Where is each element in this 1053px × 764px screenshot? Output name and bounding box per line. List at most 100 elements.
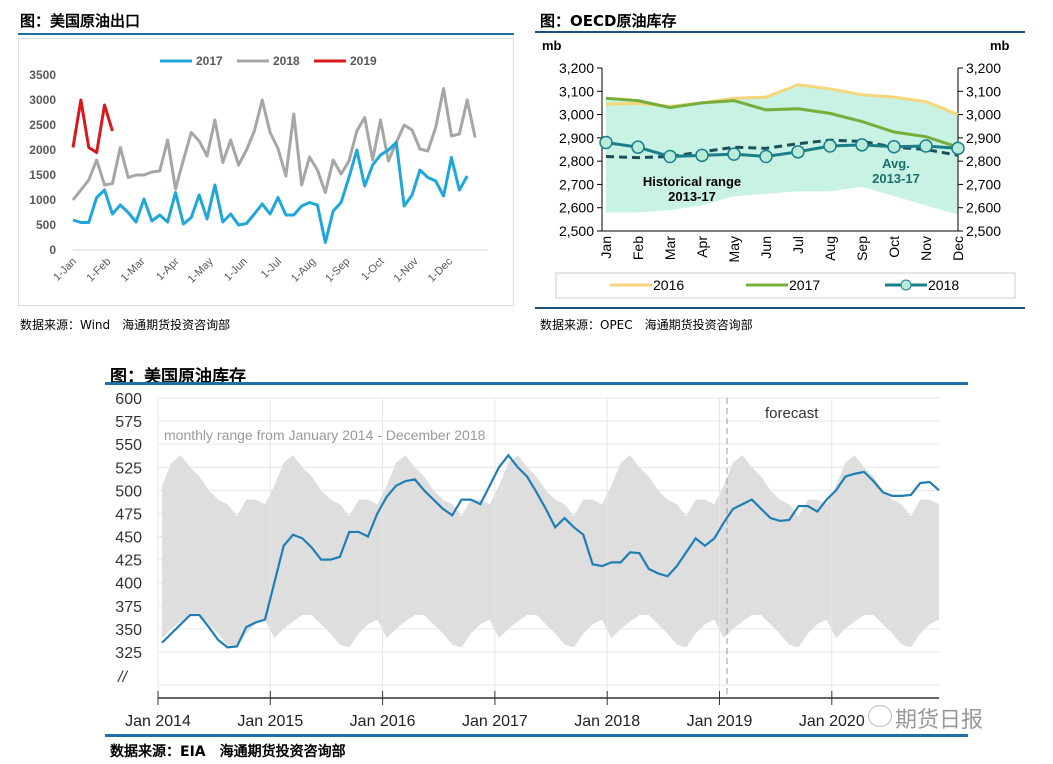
- x-tick-label: Jan 2015: [237, 713, 303, 730]
- chart1-frame: [18, 38, 514, 306]
- y-tick-label-right: 3,100: [966, 83, 1001, 99]
- y-tick-label: 500: [36, 218, 56, 232]
- y-tick-label-right: 3,200: [966, 60, 1001, 76]
- y-tick-label: 2000: [29, 143, 56, 157]
- forecast-label: forecast: [765, 405, 819, 422]
- y-tick-label-left: 2,500: [559, 223, 594, 239]
- x-tick-label: Dec: [950, 236, 966, 261]
- y-tick-label-right: 2,900: [966, 130, 1001, 146]
- data-point-2018: [887, 139, 901, 154]
- series-line-2019: [71, 98, 114, 154]
- x-tick-label: Apr: [694, 236, 710, 258]
- x-tick-label: Jan 2019: [687, 713, 753, 730]
- y-tick-label: 600: [115, 391, 142, 408]
- chart2-oecd-inventory: 2,500 2,500 2,600 2,600 2,700 2,700 2,800 2,800…: [542, 38, 1016, 299]
- x-tick-label: 1-Jul: [259, 256, 284, 281]
- axis-break: //: [117, 669, 128, 686]
- x-tick-label: Jan 2017: [462, 713, 528, 730]
- y-tick-label: 0: [49, 243, 56, 257]
- title-rule: [535, 31, 1025, 33]
- y-tick-label: 550: [115, 437, 142, 454]
- y-tick-label: 525: [115, 460, 142, 477]
- chart2-source: 数据来源：OPEC 海通期货投资咨询部: [540, 318, 753, 332]
- x-tick-label: Mar: [662, 236, 678, 260]
- chart3-source: 数据来源：EIA 海通期货投资咨询部: [110, 744, 346, 760]
- x-tick-label: 1-Jan: [51, 256, 79, 284]
- x-tick-label: Nov: [918, 236, 934, 261]
- y-tick-label: 425: [115, 553, 142, 570]
- x-tick-label: 1-Apr: [154, 255, 182, 283]
- x-tick-label: 1-Oct: [359, 256, 387, 284]
- range-annotation: monthly range from January 2014 - Decemb…: [164, 427, 486, 443]
- x-tick-label: Jan 2014: [125, 713, 191, 730]
- x-tick-label: 1-Sep: [323, 256, 352, 285]
- y-tick-label-left: 2,900: [559, 130, 594, 146]
- range-annotation: Historical range: [643, 174, 741, 189]
- avg-annotation: Avg.: [882, 156, 910, 171]
- y-tick-label: 2500: [29, 118, 56, 132]
- x-tick-label: Jan 2016: [350, 713, 416, 730]
- y-tick-label: 500: [115, 483, 142, 500]
- y-tick-label-right: 2,700: [966, 176, 1001, 192]
- data-point-2018: [599, 135, 613, 150]
- y-tick-label: 400: [115, 576, 142, 593]
- x-tick-label: Feb: [630, 236, 646, 260]
- chart2-title: 图：OECD原油库存: [540, 12, 677, 30]
- y-unit-left: mb: [542, 38, 562, 53]
- range-annotation: 2013-17: [668, 189, 716, 204]
- x-tick-label: 1-Aug: [289, 256, 318, 285]
- x-tick-label: Jul: [790, 236, 806, 254]
- x-tick-label: 1-Jun: [222, 256, 250, 284]
- x-tick-label: 1-May: [186, 255, 216, 285]
- data-point-2018: [951, 141, 965, 156]
- x-tick-label: Jun: [758, 236, 774, 259]
- y-tick-label-right: 2,600: [966, 200, 1001, 216]
- data-point-2018: [855, 138, 869, 152]
- data-point-2018: [791, 145, 805, 159]
- legend-label: 2017: [196, 54, 223, 68]
- chart1-source: 数据来源：Wind 海通期货投资咨询部: [20, 318, 231, 332]
- title-rule: [18, 33, 514, 35]
- x-tick-label: May: [726, 236, 742, 262]
- y-tick-label-left: 3,000: [559, 107, 594, 123]
- x-tick-label: 1-Dec: [426, 255, 456, 285]
- legend-label: 2018: [928, 277, 959, 293]
- legend-label: 2018: [273, 54, 300, 68]
- y-tick-label-left: 2,700: [559, 176, 594, 192]
- title-rule: [105, 382, 968, 385]
- chart1-title: 图：美国原油出口: [20, 12, 141, 30]
- y-tick-label-right: 3,000: [966, 107, 1001, 123]
- historical-range-band: [162, 455, 939, 648]
- x-tick-label: 1-Nov: [392, 255, 422, 285]
- y-tick-label: 350: [115, 622, 142, 639]
- legend-label: 2016: [653, 277, 684, 293]
- y-unit-right: mb: [990, 38, 1010, 53]
- y-tick-label: 475: [115, 506, 142, 523]
- data-point-2018: [823, 139, 837, 153]
- series-line-2018: [71, 87, 477, 201]
- y-tick-label: 375: [115, 599, 142, 616]
- bottom-rule: [535, 307, 1025, 309]
- y-tick-label-left: 3,200: [559, 60, 594, 76]
- watermark-text: 期货日报: [895, 708, 984, 733]
- y-tick-label: 3000: [29, 93, 56, 107]
- y-tick-label-left: 3,100: [559, 83, 594, 99]
- y-tick-label: 450: [115, 530, 142, 547]
- data-point-2018: [759, 149, 773, 164]
- chart3-us-crude-inventory: 325 350 375 400 425 450 475 500 525 550 575 600 // Ja…: [115, 391, 940, 730]
- x-tick-label: Sep: [854, 236, 870, 261]
- y-tick-label-left: 2,800: [559, 153, 594, 169]
- y-tick-label-right: 2,800: [966, 153, 1001, 169]
- series-line-2017: [605, 96, 959, 149]
- y-tick-label: 3500: [29, 68, 56, 82]
- x-tick-label: Jan 2020: [799, 713, 865, 730]
- x-tick-label: Aug: [822, 236, 838, 261]
- y-tick-label: 575: [115, 414, 142, 431]
- avg-annotation: 2013-17: [872, 171, 920, 186]
- wechat-icon: [868, 705, 892, 727]
- x-tick-label: 1-Feb: [84, 256, 113, 285]
- y-tick-label: 325: [115, 645, 142, 662]
- y-tick-label-right: 2,500: [966, 223, 1001, 239]
- bottom-rule: [105, 734, 968, 737]
